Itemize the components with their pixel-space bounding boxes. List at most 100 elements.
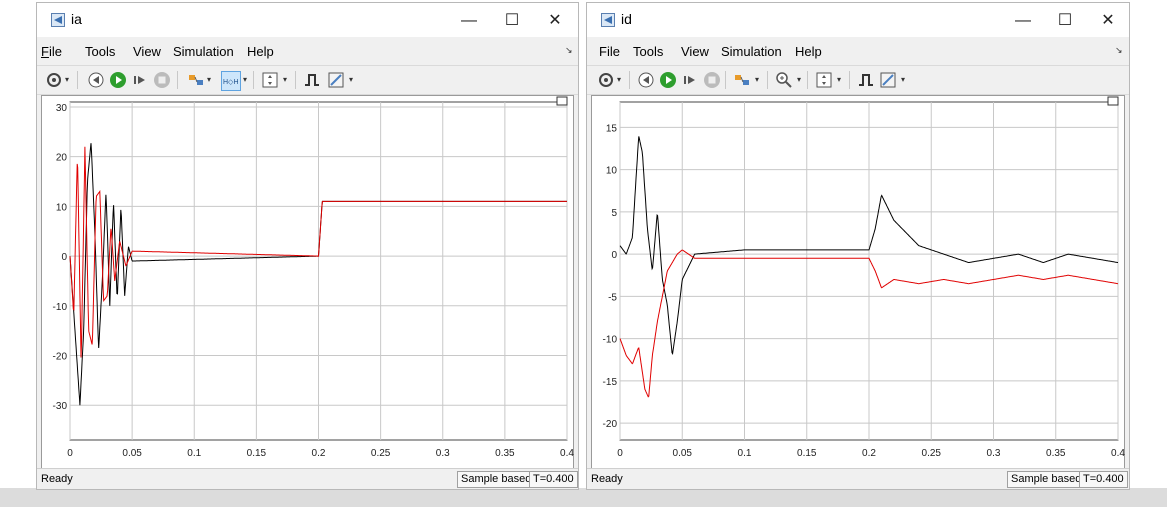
settings-gear-icon[interactable] [45,71,63,89]
menu-help-label: Help [247,44,274,59]
zoom-in-icon[interactable] [775,71,793,89]
sim-time: T=0.400 [1079,471,1128,488]
status-ready: Ready [591,473,623,485]
highlight-block-icon[interactable] [733,71,751,89]
menu-view-label: View [133,44,161,59]
menu-tools[interactable]: Tools [85,44,115,59]
svg-text:H◇H: H◇H [223,79,239,86]
menu-file[interactable]: File [599,44,620,59]
x-tick-label: 0.05 [673,448,693,459]
menu-help[interactable]: Help [795,44,822,59]
menu-simulation[interactable]: Simulation [721,44,782,59]
toolbar: ▾ ▾ ▾ ▾ ▾ [587,65,1129,95]
minimize-button[interactable]: — [461,12,477,29]
expand-axes-icon[interactable] [556,96,568,106]
stop-icon[interactable] [703,71,721,89]
maximize-button[interactable]: ☐ [504,12,520,29]
toolbar-separator [725,71,726,89]
x-tick-label: 0.3 [987,448,1001,459]
toolbar-separator [177,71,178,89]
x-tick-label: 0.2 [312,448,326,459]
x-tick-label: 0.4 [1111,448,1125,459]
y-tick-label: -5 [608,292,617,303]
measurements-dropdown-icon[interactable]: ▾ [349,75,354,84]
measurements-icon[interactable] [327,71,345,89]
status-bar: Ready Sample based T=0.400 [37,468,578,489]
sample-mode: Sample based [457,471,536,488]
scope-window-id: id — ☐ ✕ File Tools View Simulation Help… [586,2,1130,490]
toolbar-separator [767,71,768,89]
settings-gear-icon[interactable] [597,71,615,89]
menu-bar: File Tools View Simulation Help ↘ [37,41,578,63]
step-back-icon[interactable] [637,71,655,89]
menu-tools[interactable]: Tools [633,44,663,59]
triggers-icon[interactable] [857,71,875,89]
menu-view-label: View [681,44,709,59]
autoscale-dropdown-icon[interactable]: ▾ [837,75,842,84]
sample-mode: Sample based [1007,471,1086,488]
menu-help[interactable]: Help [247,44,274,59]
menu-tools-label: Tools [633,44,664,59]
settings-dropdown-icon[interactable]: ▾ [617,75,622,84]
stop-icon[interactable] [153,71,171,89]
y-tick-label: 20 [56,153,68,164]
dock-arrow-icon[interactable]: ↘ [565,45,573,55]
highlight-block-icon[interactable] [187,71,205,89]
menu-view[interactable]: View [681,44,709,59]
status-bar: Ready Sample based T=0.400 [587,468,1129,489]
highlight-dropdown-icon[interactable]: ▾ [755,75,760,84]
zoom-dropdown-icon[interactable]: ▾ [797,75,802,84]
run-icon[interactable] [659,71,677,89]
zoom-x-icon[interactable]: H◇H [221,71,241,91]
autoscale-icon[interactable] [261,71,279,89]
menu-file[interactable]: File [41,44,62,59]
menu-file-label: ile [48,44,62,59]
window-title: id [621,11,632,27]
menu-simulation-label: Simulation [721,44,782,59]
plot-area: 0 0.05 0.1 0.15 0.2 0.25 0.3 0.35 0.4 -20 -15 -10 -5… [591,95,1125,469]
x-tick-label: 0.25 [371,448,391,459]
y-tick-label: -15 [603,377,618,388]
menu-view[interactable]: View [133,44,161,59]
menu-simulation[interactable]: Simulation [173,44,234,59]
close-button[interactable]: ✕ [1101,12,1115,29]
y-tick-label: 15 [606,123,618,134]
close-button[interactable]: ✕ [548,12,562,29]
settings-dropdown-icon[interactable]: ▾ [65,75,70,84]
title-bar[interactable]: id — ☐ ✕ [587,3,1129,37]
measurements-dropdown-icon[interactable]: ▾ [901,75,906,84]
autoscale-icon[interactable] [815,71,833,89]
toolbar-separator [629,71,630,89]
minimize-button[interactable]: — [1015,12,1031,29]
menu-help-label: Help [795,44,822,59]
measurements-icon[interactable] [879,71,897,89]
series-line-1 [619,249,1119,398]
toolbar-separator [295,71,296,89]
menu-simulation-label: Simulation [173,44,234,59]
ia-chart[interactable]: 0 0.05 0.1 0.15 0.2 0.25 0.3 0.35 0.4 -30 -20 -10 0 1… [42,96,575,468]
title-bar[interactable]: ia — ☐ ✕ [37,3,578,37]
x-tick-label: 0.3 [436,448,450,459]
step-back-icon[interactable] [87,71,105,89]
step-forward-icon[interactable] [681,71,699,89]
triggers-icon[interactable] [303,71,321,89]
maximize-button[interactable]: ☐ [1057,12,1073,29]
x-tick-label: 0 [67,448,73,459]
autoscale-dropdown-icon[interactable]: ▾ [283,75,288,84]
zoom-dropdown-icon[interactable]: ▾ [243,75,248,84]
dock-arrow-icon[interactable]: ↘ [1115,45,1123,55]
y-tick-label: 10 [56,202,68,213]
highlight-dropdown-icon[interactable]: ▾ [207,75,212,84]
run-icon[interactable] [109,71,127,89]
y-tick-label: -30 [53,401,68,412]
y-tick-label: 0 [61,252,67,263]
y-tick-label: 5 [611,208,617,219]
window-title: ia [71,11,82,27]
y-tick-label: -20 [603,419,618,430]
menu-tools-label: Tools [85,44,116,59]
expand-axes-icon[interactable] [1107,96,1119,106]
id-chart[interactable]: 0 0.05 0.1 0.15 0.2 0.25 0.3 0.35 0.4 -20 -15 -10 -5… [592,96,1126,468]
step-forward-icon[interactable] [131,71,149,89]
x-tick-label: 0.35 [1046,448,1066,459]
x-tick-label: 0.25 [922,448,942,459]
